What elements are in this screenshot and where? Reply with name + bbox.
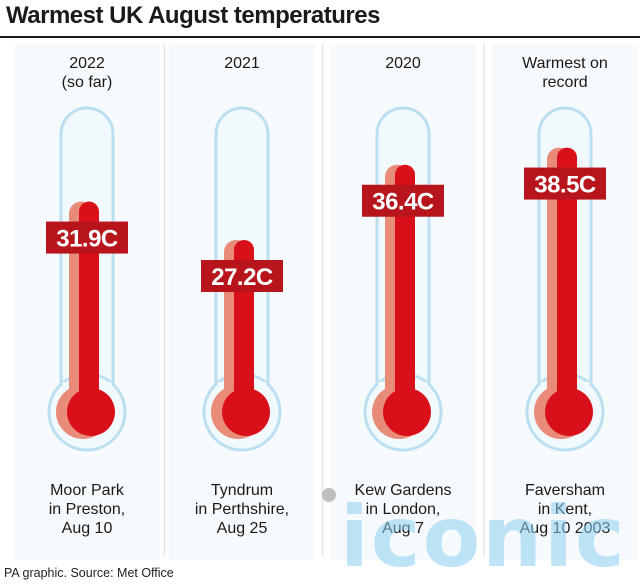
location-label: Faversham — [525, 482, 605, 499]
chart-title: Warmest UK August temperatures — [6, 2, 380, 29]
location-label: Aug 7 — [382, 520, 424, 537]
mercury-bar — [79, 201, 99, 412]
value-label-bg — [524, 167, 606, 200]
location-label: in Preston, — [49, 501, 125, 518]
value-label-bg — [201, 260, 283, 292]
value-label-bg — [362, 184, 444, 217]
value-label: 38.5C — [534, 172, 596, 199]
category-label: 2021 — [224, 55, 260, 72]
category-label: record — [542, 74, 587, 91]
value-label: 36.4C — [372, 189, 434, 216]
location-label: Aug 25 — [217, 520, 268, 537]
location-label: Tyndrum — [211, 482, 273, 499]
title-rule — [0, 36, 640, 38]
location-label: in Kent, — [538, 501, 592, 518]
location-label: in London, — [366, 501, 441, 518]
source-note: PA graphic. Source: Met Office — [4, 566, 174, 580]
mercury-bar — [395, 164, 415, 412]
category-label: 2022 — [69, 55, 105, 72]
location-label: Aug 10 — [62, 520, 113, 537]
category-label: 2020 — [385, 55, 421, 72]
location-label: Aug 10 2003 — [520, 520, 611, 537]
location-label: Kew Gardens — [355, 482, 452, 499]
category-label: Warmest on — [522, 55, 608, 72]
location-label: in Perthshire, — [195, 501, 289, 518]
value-label: 31.9C — [56, 226, 118, 253]
mercury-bar — [557, 147, 577, 413]
value-label: 27.2C — [211, 264, 273, 291]
category-label: (so far) — [62, 74, 113, 91]
value-label-bg — [46, 221, 128, 254]
location-label: Moor Park — [50, 482, 125, 499]
